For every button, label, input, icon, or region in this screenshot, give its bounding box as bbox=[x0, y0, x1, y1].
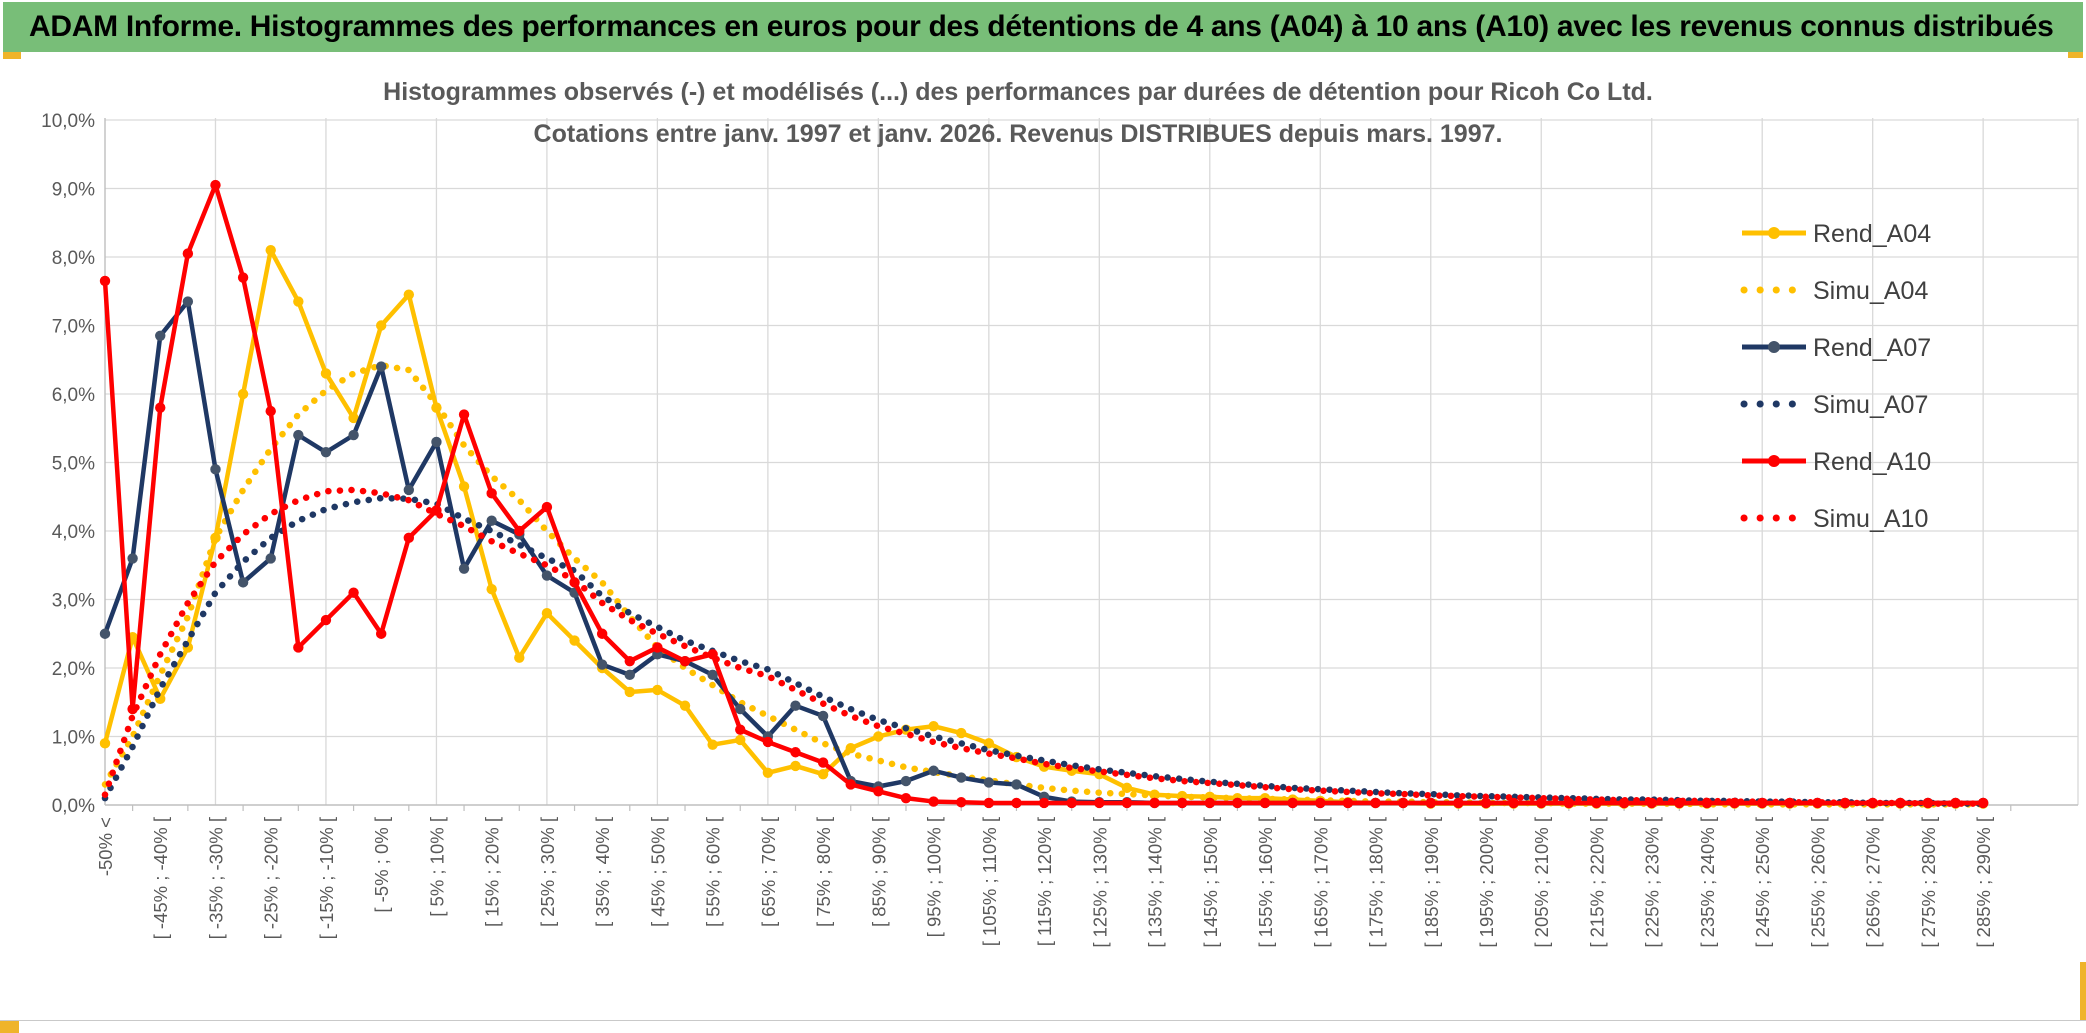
svg-text:0,0%: 0,0% bbox=[52, 796, 95, 817]
svg-text:9,0%: 9,0% bbox=[52, 180, 95, 201]
svg-text:-50% <: -50% < bbox=[95, 817, 116, 876]
svg-text:Rend_A10: Rend_A10 bbox=[1813, 448, 1931, 476]
svg-text:[ 275% ; 280% [: [ 275% ; 280% [ bbox=[1918, 817, 1939, 948]
svg-text:[ 105% ; 110% [: [ 105% ; 110% [ bbox=[979, 817, 1000, 946]
svg-text:Simu_A04: Simu_A04 bbox=[1813, 277, 1928, 305]
svg-text:[ 165% ; 170% [: [ 165% ; 170% [ bbox=[1310, 817, 1331, 948]
svg-text:[ 25% ; 30% [: [ 25% ; 30% [ bbox=[537, 817, 558, 927]
svg-text:[ 265% ; 270% [: [ 265% ; 270% [ bbox=[1863, 817, 1884, 948]
svg-text:[ 215% ; 220% [: [ 215% ; 220% [ bbox=[1586, 817, 1607, 948]
svg-text:8,0%: 8,0% bbox=[52, 248, 95, 269]
svg-text:3,0%: 3,0% bbox=[52, 591, 95, 612]
svg-text:[ 55% ; 60% [: [ 55% ; 60% [ bbox=[703, 817, 724, 927]
svg-text:[ -25% ; -20% [: [ -25% ; -20% [ bbox=[261, 817, 282, 939]
svg-text:[ -5% ; 0% [: [ -5% ; 0% [ bbox=[371, 817, 392, 913]
svg-text:10,0%: 10,0% bbox=[41, 111, 95, 132]
svg-text:[ -35% ; -30% [: [ -35% ; -30% [ bbox=[205, 817, 226, 939]
svg-text:[ 155% ; 160% [: [ 155% ; 160% [ bbox=[1255, 817, 1276, 948]
legend-item-Rend_A04: Rend_A04 bbox=[1742, 220, 1931, 248]
svg-text:[ 85% ; 90% [: [ 85% ; 90% [ bbox=[868, 817, 889, 927]
gold-accent-bottom-left bbox=[0, 1021, 19, 1033]
svg-text:Rend_A04: Rend_A04 bbox=[1813, 220, 1931, 248]
y-axis-labels: 10,0% 9,0% 8,0% 7,0% 6,0% 5,0% 4,0% 3,0% 2,0% 1,0… bbox=[41, 111, 95, 817]
svg-text:[ 205% ; 210% [: [ 205% ; 210% [ bbox=[1531, 817, 1552, 948]
report-title: ADAM Informe. Histogrammes des performan… bbox=[29, 10, 2054, 43]
svg-text:[ 175% ; 180% [: [ 175% ; 180% [ bbox=[1366, 817, 1387, 948]
series-Simu_A04 bbox=[101, 361, 1987, 808]
svg-text:4,0%: 4,0% bbox=[52, 522, 95, 543]
svg-text:[ 35% ; 40% [: [ 35% ; 40% [ bbox=[592, 817, 613, 927]
svg-text:2,0%: 2,0% bbox=[52, 659, 95, 680]
legend: Rend_A04 Simu_A04 Rend_A07 Simu_A07 Rend_A10… bbox=[1740, 220, 1931, 533]
svg-text:7,0%: 7,0% bbox=[52, 317, 95, 338]
chart-title: Histogrammes observés (-) et modélisés (… bbox=[383, 78, 1653, 148]
series-Rend_A04 bbox=[99, 244, 1989, 809]
series-Rend_A07 bbox=[99, 296, 1989, 809]
svg-text:[ -45% ; -40% [: [ -45% ; -40% [ bbox=[150, 817, 171, 939]
gold-accent-top-left bbox=[3, 52, 21, 59]
legend-item-Simu_A10: Simu_A10 bbox=[1740, 505, 1928, 533]
report-header-bar: ADAM Informe. Histogrammes des performan… bbox=[3, 2, 2083, 52]
svg-text:[ 235% ; 240% [: [ 235% ; 240% [ bbox=[1697, 817, 1718, 948]
svg-text:Rend_A07: Rend_A07 bbox=[1813, 334, 1931, 362]
svg-text:6,0%: 6,0% bbox=[52, 385, 95, 406]
svg-text:Simu_A07: Simu_A07 bbox=[1813, 391, 1928, 419]
legend-item-Rend_A07: Rend_A07 bbox=[1742, 334, 1931, 362]
svg-text:[ 125% ; 130% [: [ 125% ; 130% [ bbox=[1089, 817, 1110, 948]
legend-item-Simu_A07: Simu_A07 bbox=[1740, 391, 1928, 419]
svg-text:[ -15% ; -10% [: [ -15% ; -10% [ bbox=[316, 817, 337, 939]
svg-text:Cotations entre janv. 1997 et: Cotations entre janv. 1997 et janv. 2026… bbox=[534, 120, 1503, 148]
bottom-divider bbox=[0, 1020, 2086, 1021]
svg-text:[ 145% ; 150% [: [ 145% ; 150% [ bbox=[1200, 817, 1221, 948]
svg-text:[ 135% ; 140% [: [ 135% ; 140% [ bbox=[1145, 817, 1166, 948]
svg-text:[ 75% ; 80% [: [ 75% ; 80% [ bbox=[813, 817, 834, 927]
svg-text:[ 245% ; 250% [: [ 245% ; 250% [ bbox=[1752, 817, 1773, 948]
legend-item-Simu_A04: Simu_A04 bbox=[1740, 277, 1928, 305]
svg-text:[ 285% ; 290% [: [ 285% ; 290% [ bbox=[1973, 817, 1994, 948]
svg-text:[ 115% ; 120% [: [ 115% ; 120% [ bbox=[1034, 817, 1055, 946]
svg-text:[ 15% ; 20% [: [ 15% ; 20% [ bbox=[482, 817, 503, 927]
svg-text:1,0%: 1,0% bbox=[52, 728, 95, 749]
svg-text:Simu_A10: Simu_A10 bbox=[1813, 505, 1928, 533]
svg-text:[ 255% ; 260% [: [ 255% ; 260% [ bbox=[1807, 817, 1828, 948]
gold-accent-right-edge bbox=[2080, 962, 2086, 1020]
svg-text:[ 195% ; 200% [: [ 195% ; 200% [ bbox=[1476, 817, 1497, 948]
svg-text:5,0%: 5,0% bbox=[52, 454, 95, 475]
svg-text:[ 45% ; 50% [: [ 45% ; 50% [ bbox=[647, 817, 668, 927]
gold-accent-top-right bbox=[2068, 52, 2083, 58]
x-axis-labels: -50% < [ -45% ; -40% [ [ -35% ; -30% [ [ -2… bbox=[95, 817, 1994, 948]
series-Simu_A07 bbox=[101, 494, 1987, 807]
legend-item-Rend_A10: Rend_A10 bbox=[1742, 448, 1931, 476]
svg-text:[ 5% ; 10% [: [ 5% ; 10% [ bbox=[426, 817, 447, 917]
svg-text:[ 225% ; 230% [: [ 225% ; 230% [ bbox=[1642, 817, 1663, 948]
svg-text:Histogrammes observés (-) et m: Histogrammes observés (-) et modélisés (… bbox=[383, 78, 1653, 106]
svg-text:[ 65% ; 70% [: [ 65% ; 70% [ bbox=[758, 817, 779, 927]
svg-text:[ 185% ; 190% [: [ 185% ; 190% [ bbox=[1421, 817, 1442, 948]
svg-text:[ 95% ; 100% [: [ 95% ; 100% [ bbox=[924, 817, 945, 937]
series-Simu_A10 bbox=[101, 486, 1987, 807]
